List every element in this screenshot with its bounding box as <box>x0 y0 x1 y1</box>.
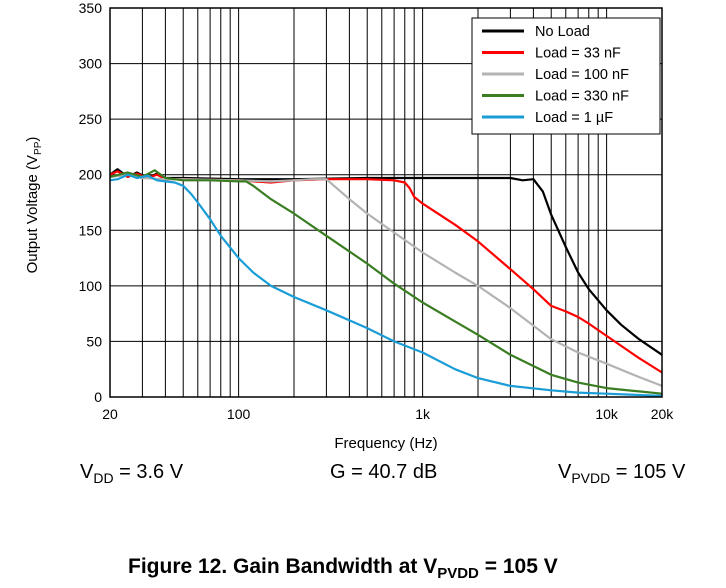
x-axis-label: Frequency (Hz) <box>334 435 437 452</box>
y-tick-label: 300 <box>79 56 103 72</box>
y-tick-labels: 0 50 100 150 200 250 300 350 <box>79 0 103 405</box>
series-line-3 <box>109 169 663 395</box>
y-tick-label: 250 <box>79 111 103 127</box>
series-line-2 <box>109 173 663 387</box>
y-axis-label-main: Output Voltage (V <box>24 155 41 273</box>
x-tick-label: 20 <box>102 406 118 422</box>
annotation-vdd-sub: DD <box>93 470 113 486</box>
figure-caption: Figure 12. Gain Bandwidth at VPVDD = 105… <box>128 555 558 582</box>
x-tick-labels: 20 100 1k 10k 20k <box>102 406 674 422</box>
y-axis-label-sub: PP <box>33 141 44 155</box>
series-line-1 <box>109 170 663 374</box>
y-tick-label: 100 <box>79 278 103 294</box>
series-line-4 <box>109 173 663 397</box>
x-tick-label: 10k <box>595 406 619 422</box>
y-axis-label-end: ) <box>24 137 41 142</box>
legend-label: Load = 1 µF <box>535 110 613 126</box>
x-tick-label: 20k <box>651 406 675 422</box>
grid-lines <box>110 7 662 398</box>
caption-main: Figure 12. Gain Bandwidth at V <box>128 555 437 578</box>
y-tick-label: 0 <box>94 389 102 405</box>
y-tick-label: 50 <box>86 333 102 349</box>
annotation-vpvdd-sub: PVDD <box>571 470 610 486</box>
x-tick-label: 1k <box>415 406 431 422</box>
annotation-vdd: VDD = 3.6 V <box>80 461 184 486</box>
caption-sub: PVDD <box>437 565 479 582</box>
x-tick-label: 100 <box>227 406 251 422</box>
legend-label: Load = 33 nF <box>535 46 621 62</box>
y-tick-label: 200 <box>79 167 103 183</box>
legend-box <box>471 17 661 135</box>
plot-frame <box>109 7 663 398</box>
annotation-vpvdd-rest: = 105 V <box>610 461 686 483</box>
annotation-vpvdd-main: V <box>558 461 572 483</box>
caption-rest: = 105 V <box>479 555 558 578</box>
series-lines <box>109 168 663 397</box>
legend-label: Load = 100 nF <box>535 67 629 83</box>
y-axis-label: Output Voltage (VPP) <box>24 137 44 274</box>
y-tick-label: 150 <box>79 222 103 238</box>
y-tick-label: 350 <box>79 0 103 16</box>
annotation-vdd-main: V <box>80 461 94 483</box>
annotation-vpvdd: VPVDD = 105 V <box>558 461 686 486</box>
legend-label: Load = 330 nF <box>535 89 629 105</box>
legend: No Load Load = 33 nF Load = 100 nF Load = 3… <box>471 17 661 135</box>
legend-label: No Load <box>535 24 590 40</box>
annotation-vdd-rest: = 3.6 V <box>114 461 184 483</box>
annotation-gain: G = 40.7 dB <box>330 461 437 483</box>
